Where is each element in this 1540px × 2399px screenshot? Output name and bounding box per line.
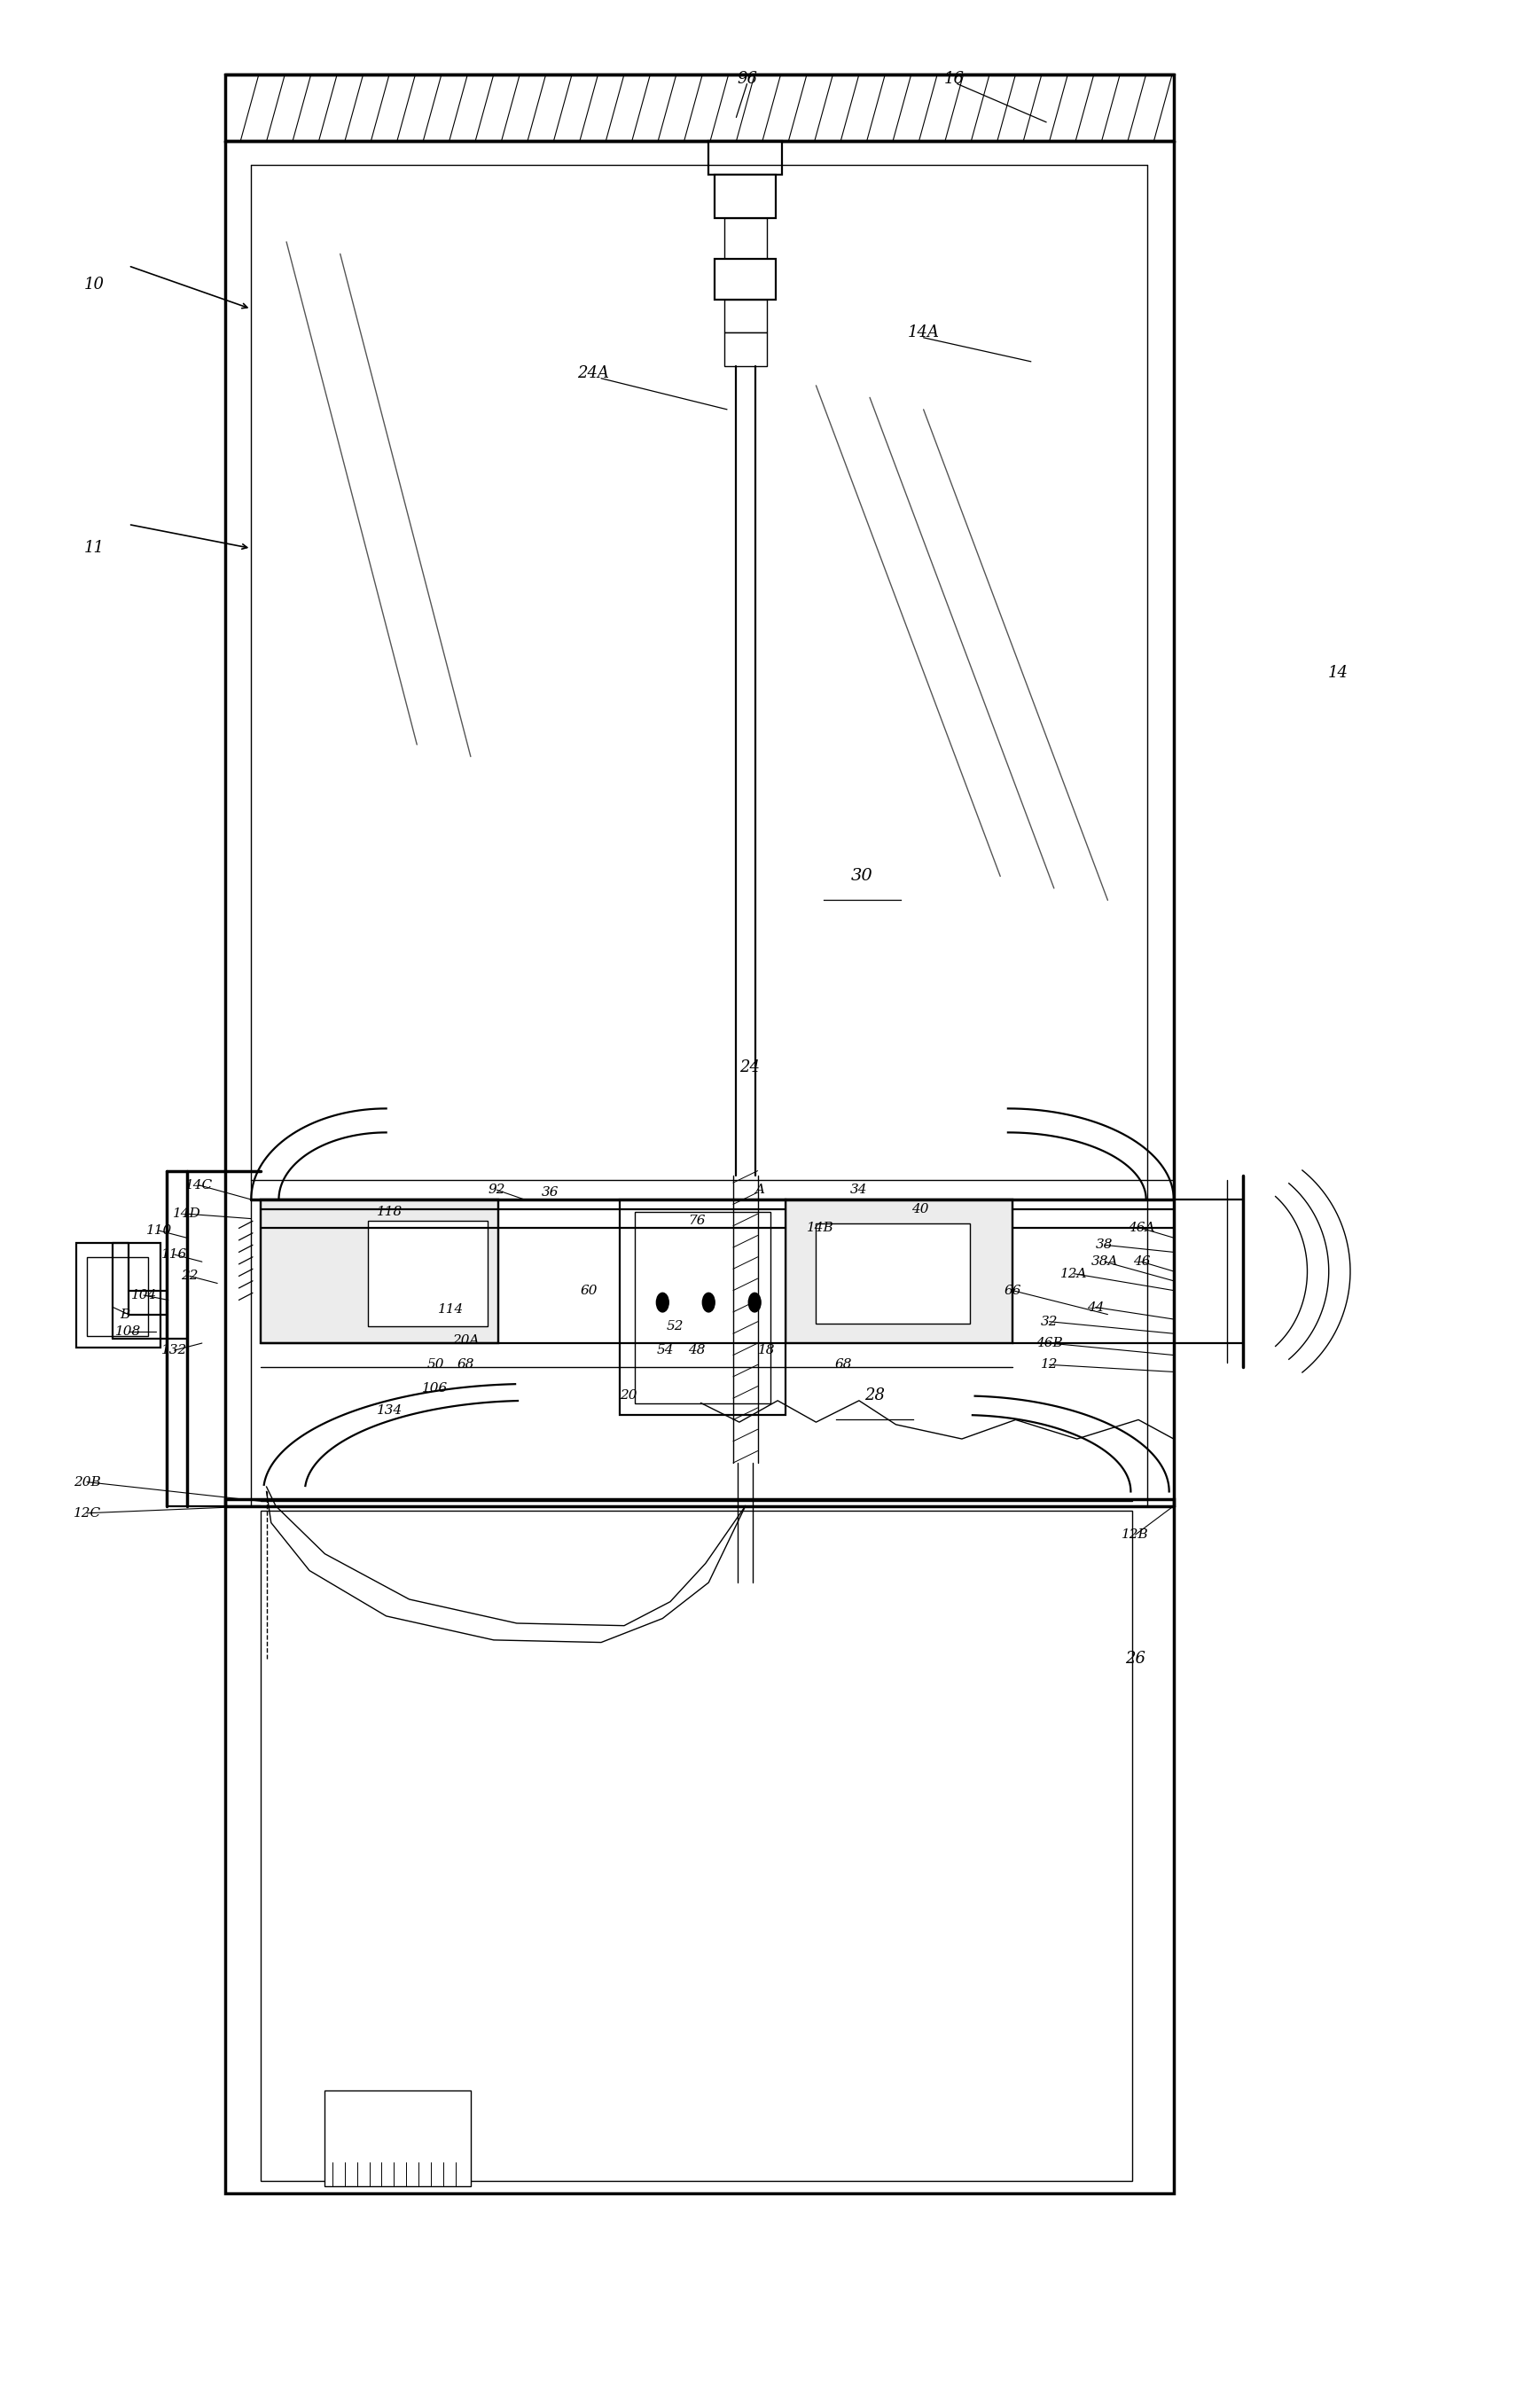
Text: 106: 106 [422, 1382, 448, 1394]
Text: 12: 12 [1041, 1358, 1058, 1370]
Text: 68: 68 [835, 1358, 852, 1370]
Bar [634, 1211, 770, 1403]
Text: 26: 26 [1126, 1651, 1146, 1667]
Text: 14: 14 [1327, 665, 1348, 681]
Bar [260, 1200, 499, 1343]
Text: 52: 52 [667, 1319, 684, 1331]
Text: 114: 114 [437, 1303, 464, 1315]
Text: 10: 10 [85, 276, 105, 293]
Text: 30: 30 [852, 868, 873, 885]
Bar [715, 259, 776, 300]
Bar [86, 1257, 148, 1336]
Text: 46B: 46B [1036, 1336, 1063, 1348]
Text: 38: 38 [1096, 1238, 1113, 1252]
Bar [724, 300, 767, 333]
Text: A: A [755, 1183, 764, 1197]
Text: 32: 32 [1041, 1315, 1058, 1327]
Text: 20A: 20A [453, 1334, 479, 1346]
Text: 12C: 12C [72, 1507, 100, 1519]
Bar [724, 218, 767, 259]
Text: 44: 44 [1087, 1300, 1104, 1312]
Text: B: B [120, 1307, 131, 1319]
Bar [816, 1223, 970, 1324]
Text: 11: 11 [85, 540, 105, 557]
Text: 132: 132 [162, 1343, 188, 1355]
Circle shape [748, 1293, 761, 1312]
Bar [368, 1221, 488, 1327]
Text: 46A: 46A [1127, 1221, 1155, 1235]
Text: 92: 92 [488, 1183, 505, 1197]
Text: 110: 110 [146, 1223, 172, 1238]
Text: 50: 50 [427, 1358, 444, 1370]
Text: 14C: 14C [185, 1178, 213, 1192]
Text: 20: 20 [621, 1389, 638, 1401]
Text: 116: 116 [162, 1247, 188, 1262]
Text: 18: 18 [758, 1343, 776, 1355]
Text: 14B: 14B [807, 1221, 835, 1235]
Bar [225, 74, 1173, 142]
Bar [260, 1511, 1132, 2181]
Text: 16: 16 [944, 72, 964, 86]
Bar [708, 142, 782, 175]
Text: 22: 22 [182, 1269, 199, 1283]
Text: 38A: 38A [1092, 1255, 1118, 1269]
Text: 104: 104 [131, 1288, 157, 1303]
Text: 118: 118 [376, 1204, 402, 1219]
Bar [619, 1200, 785, 1415]
Bar [785, 1200, 1012, 1343]
Text: 34: 34 [850, 1183, 867, 1197]
Bar [715, 175, 776, 218]
Text: 96: 96 [736, 72, 758, 86]
Bar [325, 2090, 471, 2185]
Bar [75, 1243, 160, 1348]
Text: 46: 46 [1133, 1255, 1150, 1269]
Bar [260, 1200, 499, 1343]
Text: 40: 40 [912, 1202, 929, 1216]
Text: 108: 108 [116, 1324, 142, 1336]
Text: 36: 36 [542, 1185, 559, 1200]
Text: 24A: 24A [578, 365, 610, 381]
Bar [225, 1499, 1173, 2193]
Text: 76: 76 [688, 1214, 705, 1228]
Text: 14A: 14A [907, 324, 939, 341]
Text: 14D: 14D [172, 1207, 200, 1221]
Text: 68: 68 [457, 1358, 474, 1370]
Text: 24: 24 [739, 1060, 761, 1075]
Bar [785, 1200, 1012, 1343]
Bar [724, 333, 767, 367]
Text: 12B: 12B [1121, 1528, 1149, 1540]
Text: 60: 60 [581, 1283, 598, 1298]
Text: 66: 66 [1004, 1283, 1021, 1298]
Text: 134: 134 [376, 1403, 402, 1415]
Text: 12A: 12A [1061, 1267, 1087, 1281]
Text: 54: 54 [658, 1343, 675, 1355]
Text: 48: 48 [688, 1343, 705, 1355]
Circle shape [702, 1293, 715, 1312]
Text: 28: 28 [864, 1389, 884, 1403]
Circle shape [656, 1293, 668, 1312]
Text: 20B: 20B [74, 1475, 100, 1487]
